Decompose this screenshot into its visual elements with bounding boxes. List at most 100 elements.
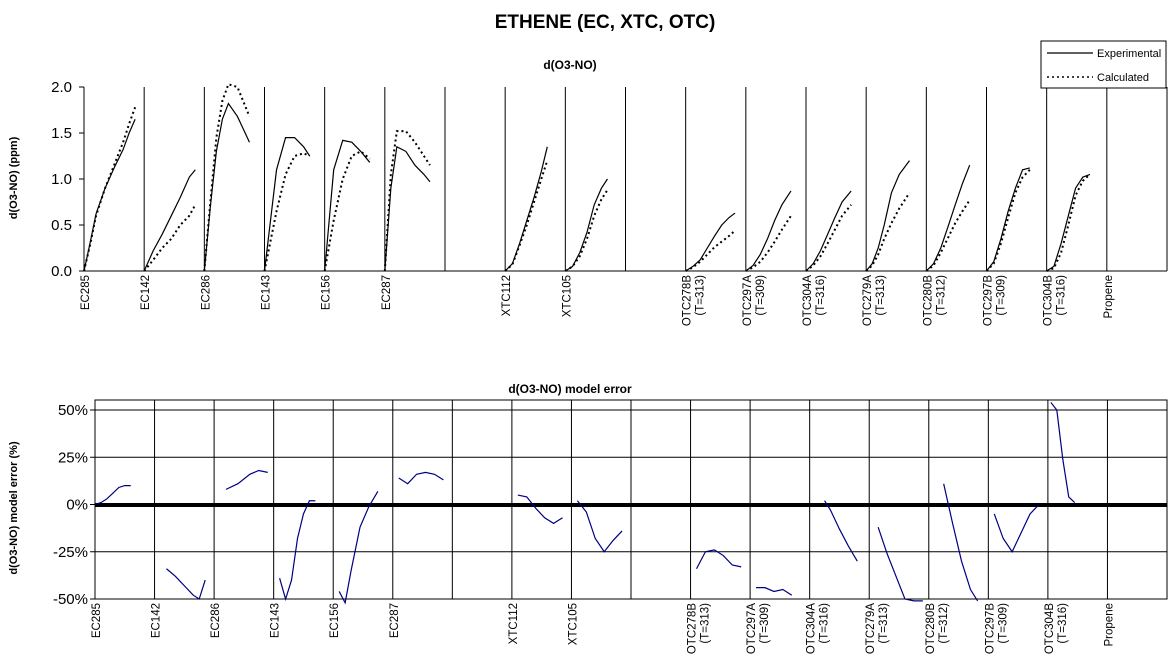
experimental-line-otc279a-t-313	[865, 160, 910, 272]
top-run-label-ec287: EC287	[381, 275, 393, 310]
calculated-line-ec156	[323, 150, 371, 272]
top-y-tick-label: 2.0	[51, 79, 72, 96]
bottom-run-label-t-309: (T=309)	[997, 603, 1009, 644]
calculated-line-ec285	[83, 106, 137, 272]
bottom-run-label-ec143: EC143	[270, 603, 282, 638]
bottom-run-label-t-316: (T=316)	[819, 603, 831, 644]
top-run-label-t-312: (T=312)	[935, 275, 947, 316]
experimental-line-ec156	[324, 139, 371, 272]
top-run-label-otc280b: OTC280B	[922, 275, 934, 326]
bottom-run-labels: EC285 EC142 EC286 EC143 EC156 EC287 XTC112 XTC1…	[91, 603, 1115, 654]
top-run-label-otc279a: OTC279A	[862, 275, 874, 326]
model-error-line-otc297b-t-309	[993, 504, 1040, 553]
model-error-line-otc304a-t-316	[824, 500, 858, 562]
bottom-run-label-ec287: EC287	[389, 603, 401, 638]
top-run-label-ec286: EC286	[200, 275, 212, 310]
calculated-line-otc279a-t-313	[865, 192, 911, 272]
model-error-line-otc278b-t-313	[695, 549, 742, 570]
top-series	[83, 83, 1091, 272]
calculated-line-otc304a-t-316	[805, 204, 852, 272]
experimental-line-ec285	[83, 118, 136, 272]
calculated-line-otc297a-t-309	[745, 215, 792, 272]
legend-calculated-label: Calculated	[1097, 72, 1149, 84]
bottom-run-label-otc297a: OTC297A	[746, 603, 758, 654]
bottom-panel: d(O3-NO) model error d(O3-NO) model erro…	[8, 382, 1168, 654]
model-error-line-otc279a-t-313	[877, 526, 923, 602]
bottom-run-dividers	[154, 400, 1108, 599]
bottom-run-label-otc304a: OTC304A	[806, 603, 818, 654]
bottom-run-label-otc278b: OTC278B	[687, 603, 699, 654]
experimental-line-otc297b-t-309	[986, 167, 1030, 272]
calculated-line-otc278b-t-313	[685, 229, 736, 272]
experimental-line-xtc105	[565, 178, 608, 272]
top-run-label-t-313: (T=313)	[695, 275, 707, 316]
bottom-run-label-ec156: EC156	[329, 603, 341, 638]
bottom-chart-title: d(O3-NO) model error	[508, 382, 632, 396]
top-run-label-xtc112: XTC112	[501, 275, 513, 316]
top-run-label-t-313: (T=313)	[875, 275, 887, 316]
model-error-line-ec285	[94, 485, 131, 506]
bottom-run-label-t-313: (T=313)	[878, 603, 890, 644]
experimental-line-otc278b-t-313	[685, 212, 736, 272]
top-run-label-otc297b: OTC297B	[983, 275, 995, 326]
top-run-label-t-309: (T=309)	[996, 275, 1008, 316]
calculated-line-xtc105	[564, 189, 609, 272]
bottom-series	[94, 402, 1076, 605]
experimental-line-ec142	[143, 169, 196, 272]
experimental-line-otc304a-t-316	[805, 190, 852, 272]
top-run-label-t-316: (T=316)	[1056, 275, 1068, 316]
bottom-run-label-otc297b: OTC297B	[984, 603, 996, 654]
experimental-line-xtc112	[504, 146, 548, 272]
bottom-y-axis-label: d(O3-NO) model error (%)	[8, 441, 20, 575]
calculated-line-ec142	[143, 204, 197, 272]
top-run-label-ec142: EC142	[140, 275, 152, 310]
bottom-run-label-t-312: (T=312)	[938, 603, 950, 644]
top-run-label-t-316: (T=316)	[815, 275, 827, 316]
top-chart-title: d(O3-NO)	[543, 58, 596, 72]
model-error-line-otc297a-t-309	[756, 587, 793, 596]
top-run-label-otc304a: OTC304A	[802, 275, 814, 326]
experimental-line-ec143	[263, 137, 311, 272]
top-run-labels: EC285 EC142 EC286 EC143 EC156 EC287 XTC112 XTC1…	[80, 275, 1115, 326]
top-run-dividers	[143, 87, 1168, 271]
bottom-run-label-ec142: EC142	[151, 603, 163, 638]
top-y-ticks: 0.0 0.5 1.0 1.5 2.0	[51, 79, 84, 280]
top-y-tick-label: 0.0	[51, 263, 72, 280]
experimental-line-ec287	[384, 145, 431, 272]
top-y-axis-label: d(O3-NO) (ppm)	[8, 136, 20, 219]
model-error-line-ec156	[338, 490, 379, 605]
model-error-line-xtc105	[576, 500, 623, 553]
top-run-label-otc297a: OTC297A	[742, 275, 754, 326]
bottom-y-tick-label: -25%	[53, 544, 88, 561]
bottom-run-label-xtc105: XTC105	[567, 603, 579, 645]
bottom-run-label-t-316: (T=316)	[1057, 603, 1069, 644]
bottom-run-label-xtc112: XTC112	[508, 603, 520, 644]
top-y-tick-label: 1.0	[51, 171, 72, 188]
top-run-label-otc278b: OTC278B	[682, 275, 694, 326]
bottom-run-label-otc279a: OTC279A	[865, 603, 877, 654]
calculated-line-xtc112	[504, 160, 549, 272]
bottom-run-label-otc280b: OTC280B	[925, 603, 937, 654]
experimental-line-ec286	[203, 102, 251, 272]
legend: Experimental Calculated	[1040, 40, 1167, 89]
figure-title: ETHENE (EC, XTC, OTC)	[495, 12, 716, 33]
top-y-tick-label: 0.5	[51, 217, 72, 234]
experimental-line-otc304b-t-316	[1046, 173, 1091, 272]
model-error-line-otc304b-t-316	[1050, 402, 1076, 504]
bottom-y-tick-label: -50%	[53, 591, 88, 608]
bottom-run-label-propene: Propene	[1103, 603, 1115, 646]
top-run-label-ec285: EC285	[80, 275, 92, 310]
bottom-run-label-ec285: EC285	[91, 603, 103, 638]
calculated-line-otc280b-t-312	[925, 199, 971, 272]
bottom-run-label-otc304b: OTC304B	[1044, 603, 1056, 654]
bottom-y-tick-label: 0%	[66, 497, 88, 514]
calculated-line-ec287	[383, 130, 431, 272]
model-error-line-ec142	[166, 568, 206, 600]
model-error-line-ec143	[279, 500, 316, 602]
top-run-label-otc304b: OTC304B	[1043, 275, 1055, 326]
top-panel: d(O3-NO) d(O3-NO) (ppm) 0.00.51.01.52.0 …	[8, 40, 1168, 326]
top-run-label-ec143: EC143	[261, 275, 273, 310]
top-y-tick-label: 1.5	[51, 125, 72, 142]
legend-box	[1040, 40, 1167, 89]
model-error-line-otc280b-t-312	[943, 483, 979, 602]
